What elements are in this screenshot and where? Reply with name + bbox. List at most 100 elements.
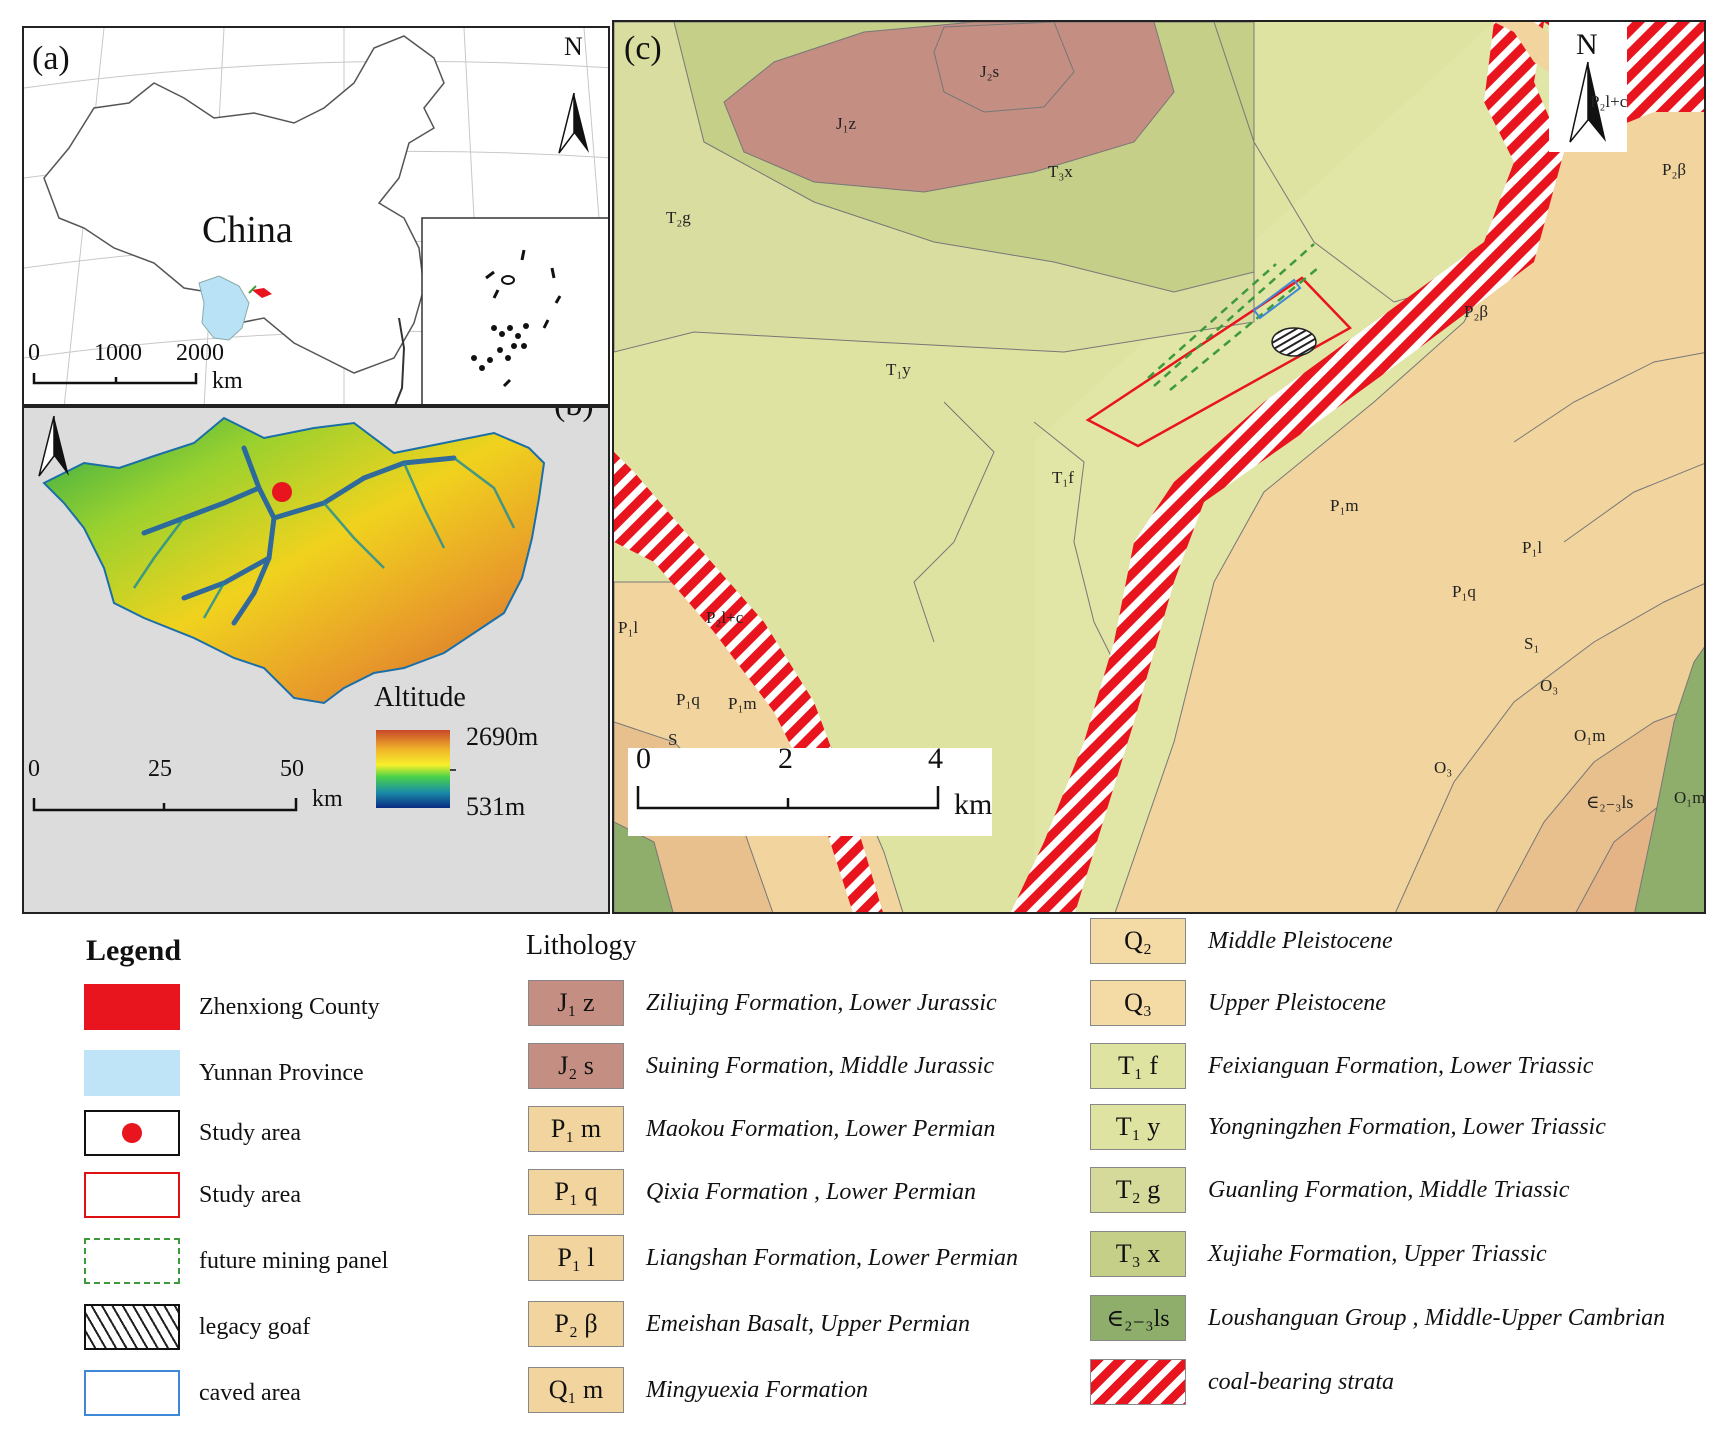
- yunnan-province-swatch: [84, 1050, 180, 1096]
- formation-label: P₁l: [1522, 538, 1543, 557]
- lithology-code: T₂ g: [1090, 1167, 1186, 1213]
- scale-tick-2: 4: [928, 742, 943, 775]
- legend-item-label: future mining panel: [199, 1248, 389, 1274]
- formation-label: T₂g: [666, 208, 691, 227]
- cambrian-area: [1634, 646, 1704, 912]
- lithology-code: J₂ s: [528, 1043, 624, 1089]
- legacy-goaf-swatch: [84, 1304, 180, 1350]
- formation-label: J₁z: [836, 114, 857, 133]
- lithology-desc: Guanling Formation, Middle Triassic: [1208, 1177, 1570, 1203]
- zhenxiong-county-swatch: [84, 984, 180, 1030]
- formation-label: ∈₂₋₃ls: [1586, 792, 1634, 812]
- formation-label: O₁m: [1574, 726, 1606, 745]
- north-label: N: [564, 32, 583, 61]
- future-mining-panel-swatch: [84, 1238, 180, 1284]
- country-label: China: [202, 209, 293, 251]
- study-area-marker: [272, 482, 292, 502]
- scale-bar: [636, 786, 940, 810]
- coal-bearing-strata-swatch: [1090, 1359, 1186, 1405]
- future-mining-panel: [1147, 243, 1319, 391]
- lithology-code: T₁ y: [1090, 1104, 1186, 1150]
- legend-item-label: Zhenxiong County: [199, 994, 380, 1020]
- lithology-desc: Ziliujing Formation, Lower Jurassic: [646, 990, 997, 1016]
- coal-strata-left: [614, 452, 883, 912]
- formation-label: P₁l: [618, 618, 639, 637]
- panel-a-china-map: (a) N China 0 1000 2000 km: [22, 26, 610, 406]
- lithology-code: P₁ l: [528, 1235, 624, 1281]
- formation-label: T₁f: [1052, 468, 1074, 487]
- lithology-code: P₂ β: [528, 1301, 624, 1347]
- altitude-title: Altitude: [374, 682, 466, 713]
- lithology-desc: Maokou Formation, Lower Permian: [646, 1116, 996, 1142]
- lithology-desc: Feixianguan Formation, Lower Triassic: [1208, 1053, 1594, 1079]
- scale-tick-2: 50: [280, 756, 304, 782]
- scale-unit: km: [212, 368, 243, 394]
- lithology-desc: Suining Formation, Middle Jurassic: [646, 1053, 994, 1079]
- altitude-max: 2690m: [466, 722, 539, 751]
- formation-label: O₃: [1540, 676, 1559, 695]
- scale-tick-0: 0: [636, 742, 651, 775]
- north-arrow-icon: [558, 92, 589, 154]
- lithology-col1: J₁ z Ziliujing Formation, Lower Jurassic…: [528, 980, 1068, 1420]
- formation-label: P₁q: [676, 690, 700, 709]
- panel-c-geologic-map: (c) N 0 2 4 km J₂s J₁z T₃x T₂g T₁y T₁f P…: [612, 20, 1706, 914]
- legend-item-label: Study area: [199, 1182, 301, 1208]
- china-map-graphic: [24, 28, 608, 404]
- lithology-code: Q₁ m: [528, 1367, 624, 1413]
- scale-unit: km: [954, 788, 993, 821]
- lithology-code: J₁ z: [528, 980, 624, 1026]
- lithology-desc: Yongningzhen Formation, Lower Triassic: [1208, 1114, 1606, 1140]
- lithology-code: P₁ m: [528, 1106, 624, 1152]
- scale-tick-1: 2: [778, 742, 793, 775]
- coal-strata-right: [1010, 22, 1564, 912]
- scale-tick-1: 1000: [94, 340, 142, 366]
- legend-item-label: caved area: [199, 1380, 301, 1406]
- lithology-desc: coal-bearing strata: [1208, 1369, 1394, 1395]
- dem-graphic: [32, 415, 546, 812]
- formation-label: S₁: [1524, 634, 1540, 653]
- red-dot-icon: [122, 1123, 142, 1143]
- lithology-desc: Upper Pleistocene: [1208, 990, 1386, 1016]
- lithology-desc: Qixia Formation , Lower Permian: [646, 1179, 976, 1205]
- study-area-polygon-swatch: [84, 1172, 180, 1218]
- scale-tick-2: 2000: [176, 340, 224, 366]
- scale-unit: km: [312, 786, 343, 812]
- formation-label: P₂l+c: [706, 608, 744, 627]
- legend-title: Legend: [86, 934, 182, 967]
- formation-label: J₂s: [980, 62, 1000, 81]
- caved-area-swatch: [84, 1370, 180, 1416]
- scale-bar: [32, 798, 298, 812]
- lithology-desc: Mingyuexia Formation: [646, 1377, 868, 1403]
- legend-item-label: Study area: [199, 1120, 301, 1146]
- lithology-code: ∈₂₋₃ls: [1090, 1295, 1186, 1341]
- legend-item-label: legacy goaf: [199, 1314, 311, 1340]
- formation-label: P₂β: [1464, 302, 1489, 321]
- lithology-code: P₁ q: [528, 1169, 624, 1215]
- panel-label: (b): [554, 408, 594, 424]
- geologic-map-graphic: [614, 22, 1704, 912]
- scale-tick-0: 0: [28, 756, 40, 782]
- lithology-code: T₁ f: [1090, 1043, 1186, 1089]
- formation-label: P₁m: [728, 694, 757, 713]
- yunnan-province: [198, 275, 250, 341]
- lithology-code: Q₂: [1090, 918, 1186, 964]
- north-arrow-icon: [1569, 61, 1606, 143]
- legend-item-label: Yunnan Province: [199, 1060, 364, 1086]
- zhenxiong-outline: [42, 416, 546, 705]
- lithology-col2: Q₂ Middle Pleistocene Q₃ Upper Pleistoce…: [1090, 918, 1710, 1418]
- lithology-title: Lithology: [526, 930, 637, 961]
- panel-label: (c): [624, 30, 662, 67]
- study-area-boundary: [1085, 276, 1353, 448]
- panel-label: (a): [32, 40, 70, 77]
- lithology-desc: Loushanguan Group , Middle-Upper Cambria…: [1208, 1305, 1666, 1331]
- formation-label: P₁m: [1330, 496, 1359, 515]
- scale-tick-0: 0: [28, 340, 40, 366]
- lithology-desc: Emeishan Basalt, Upper Permian: [646, 1311, 970, 1337]
- formation-label: O₃: [1434, 758, 1453, 777]
- lithology-desc: Xujiahe Formation, Upper Triassic: [1208, 1241, 1547, 1267]
- altitude-colorbar: [376, 730, 450, 808]
- caved-area: [1252, 278, 1302, 320]
- lithology-code: Q₃: [1090, 980, 1186, 1026]
- formation-label: S: [668, 730, 678, 749]
- lithology-desc: Liangshan Formation, Lower Permian: [646, 1245, 1019, 1271]
